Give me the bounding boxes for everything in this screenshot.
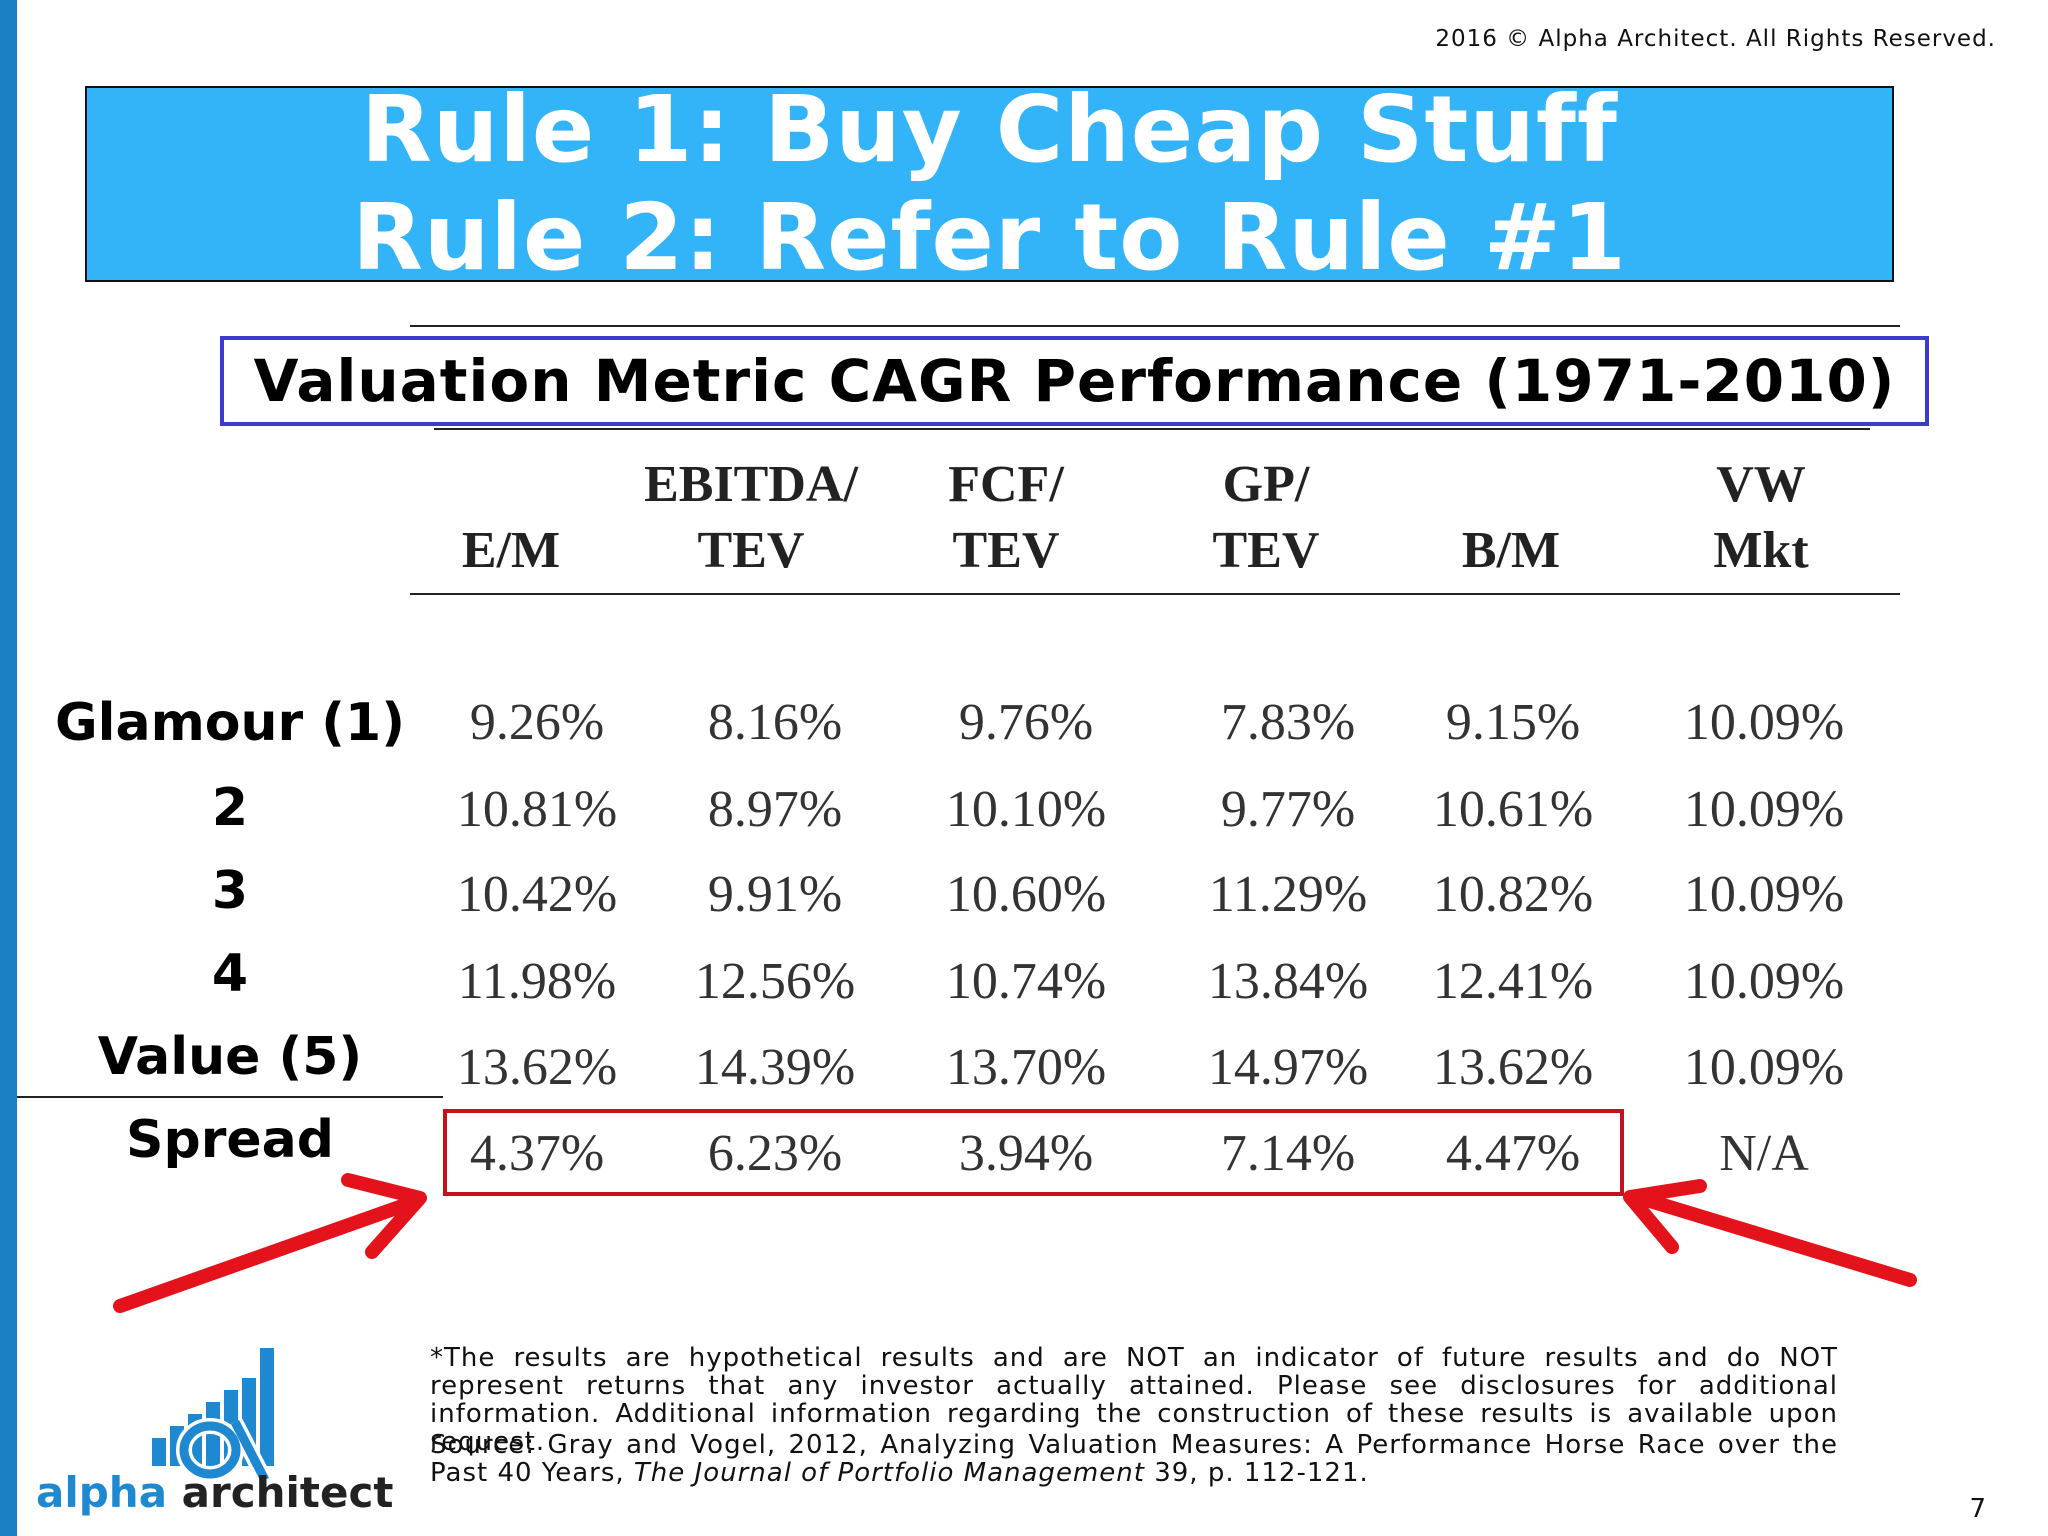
logo-word-architect: architect <box>167 1468 394 1517</box>
column-header-line2: B/M <box>1461 522 1561 579</box>
logo-wordmark: alpha architect <box>36 1468 393 1517</box>
table-cell: 10.42% <box>456 866 618 923</box>
table-cell: 10.09% <box>1683 781 1845 838</box>
column-header-em: E/M <box>462 452 560 584</box>
table-cell: 13.84% <box>1207 953 1369 1010</box>
table-cell: 4.47% <box>1445 1125 1581 1182</box>
table-cell: 9.91% <box>707 866 843 923</box>
source-text: Source: Gray and Vogel, 2012, Analyzing … <box>430 1430 1838 1488</box>
row-label-value: Value (5) <box>97 1027 363 1087</box>
spread-divider-rule <box>17 1096 443 1098</box>
spread-highlight-box <box>443 1109 1624 1196</box>
source-suffix: 39, p. 112-121. <box>1144 1458 1369 1488</box>
table-cell: 11.98% <box>457 953 617 1010</box>
column-header-fcf-tev: FCF/ TEV <box>948 452 1064 584</box>
title-line-2: Rule 2: Refer to Rule #1 <box>352 184 1627 291</box>
column-header-line1: FCF/ <box>948 456 1064 513</box>
table-cell: 10.61% <box>1432 781 1594 838</box>
table-cell: 10.60% <box>945 866 1107 923</box>
table-cell: 10.09% <box>1683 1039 1845 1096</box>
table-cell: 4.37% <box>469 1125 605 1182</box>
table-cell: 13.70% <box>945 1039 1107 1096</box>
column-header-gp-tev: GP/ TEV <box>1213 452 1320 584</box>
column-header-line2: TEV <box>1212 522 1320 579</box>
table-cell: 14.97% <box>1207 1039 1369 1096</box>
source-journal: The Journal of Portfolio Management <box>633 1458 1145 1488</box>
table-cell: 9.76% <box>958 694 1094 751</box>
column-header-bm: B/M <box>1462 452 1560 584</box>
table-top-rule <box>410 325 1900 327</box>
header-bottom-rule <box>410 593 1900 595</box>
table-cell: 8.16% <box>707 694 843 751</box>
subtitle-under-rule <box>434 428 1870 430</box>
alpha-architect-logo <box>152 1348 274 1484</box>
table-cell: 10.82% <box>1432 866 1594 923</box>
table-cell: 10.81% <box>456 781 618 838</box>
source-citation: Source: Gray and Vogel, 2012, Analyzing … <box>430 1431 1838 1487</box>
table-cell: 10.09% <box>1683 953 1845 1010</box>
table-cell: 10.09% <box>1683 694 1845 751</box>
row-label-4: 4 <box>211 944 249 1004</box>
column-header-line1: GP/ <box>1222 456 1310 513</box>
table-cell: 9.77% <box>1220 781 1356 838</box>
left-arrow-icon <box>113 1173 427 1313</box>
row-label-3: 3 <box>211 861 249 921</box>
column-header-line1: VW <box>1716 456 1806 513</box>
title-banner: Rule 1: Buy Cheap Stuff Rule 2: Refer to… <box>85 76 1894 291</box>
column-header-line2: TEV <box>697 522 805 579</box>
alpha-symbol-icon <box>176 1418 273 1484</box>
table-cell: 10.09% <box>1683 866 1845 923</box>
table-cell: 9.26% <box>469 694 605 751</box>
table-cell: 10.10% <box>945 781 1107 838</box>
right-arrow-icon <box>1623 1179 1917 1287</box>
table-cell: 11.29% <box>1208 866 1368 923</box>
column-header-line1: EBITDA/ <box>644 456 858 513</box>
table-cell: 6.23% <box>707 1125 843 1182</box>
table-cell: 12.41% <box>1432 953 1594 1010</box>
row-label-spread: Spread <box>126 1110 334 1170</box>
table-cell: 9.15% <box>1445 694 1581 751</box>
logo-word-alpha: alpha <box>36 1468 168 1517</box>
table-cell: N/A <box>1719 1125 1809 1182</box>
table-cell: 13.62% <box>456 1039 618 1096</box>
column-header-line2: TEV <box>952 522 1060 579</box>
column-header-line2: E/M <box>461 522 561 579</box>
page-number: 7 <box>1969 1494 1986 1524</box>
table-cell: 13.62% <box>1432 1039 1594 1096</box>
row-label-2: 2 <box>211 778 249 838</box>
row-label-glamour: Glamour (1) <box>55 693 405 753</box>
column-header-vw-mkt: VW Mkt <box>1713 452 1808 584</box>
table-subtitle: Valuation Metric CAGR Performance (1971-… <box>220 336 1929 426</box>
column-header-ebitda-tev: EBITDA/ TEV <box>644 452 858 584</box>
copyright-notice: 2016 © Alpha Architect. All Rights Reser… <box>1435 26 1996 52</box>
table-cell: 8.97% <box>707 781 843 838</box>
left-accent-stripe <box>0 0 17 1536</box>
disclaimer-footnote: *The results are hypothetical results an… <box>430 1343 1838 1457</box>
table-cell: 7.14% <box>1220 1125 1356 1182</box>
table-cell: 14.39% <box>694 1039 856 1096</box>
table-cell: 12.56% <box>694 953 856 1010</box>
title-line-1: Rule 1: Buy Cheap Stuff <box>361 76 1618 183</box>
table-cell: 10.74% <box>945 953 1107 1010</box>
table-cell: 3.94% <box>958 1125 1094 1182</box>
table-cell: 7.83% <box>1220 694 1356 751</box>
column-header-line2: Mkt <box>1713 522 1809 579</box>
